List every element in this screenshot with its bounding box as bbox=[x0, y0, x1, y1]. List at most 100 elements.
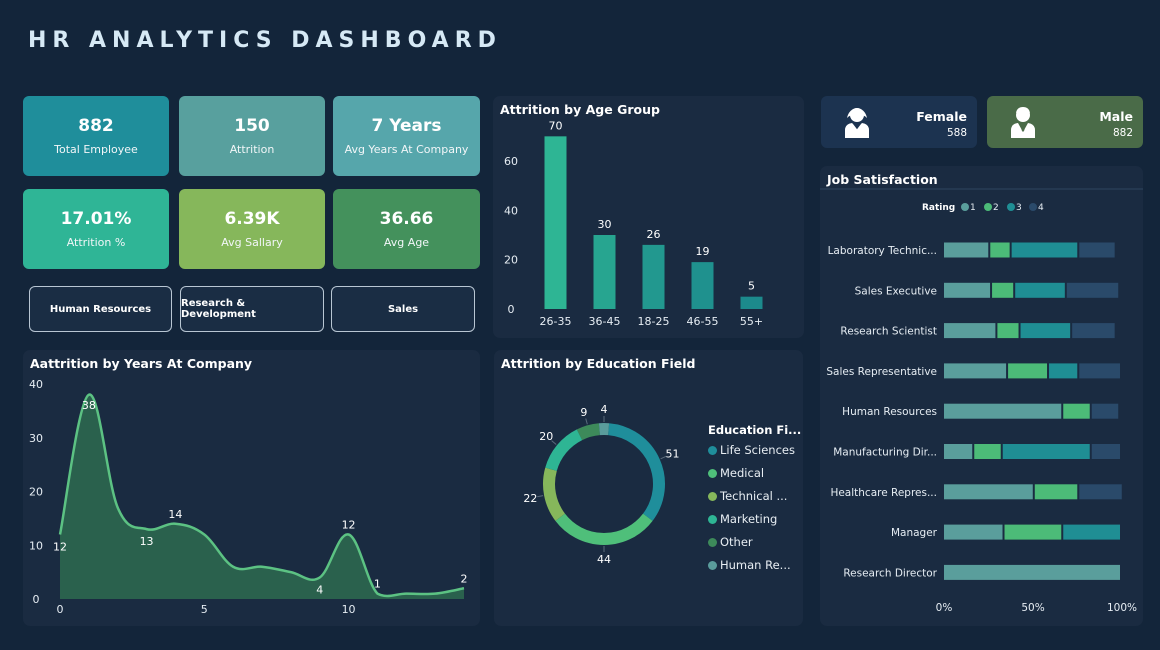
education-legend-item[interactable]: Marketing bbox=[708, 512, 777, 526]
education-legend-title: Education Fi... bbox=[708, 423, 802, 437]
legend-dot-icon bbox=[1007, 203, 1015, 211]
stacked-bar-segment bbox=[1020, 323, 1071, 339]
y-tick-label: 40 bbox=[29, 378, 43, 391]
satisfaction-chart-title: Job Satisfaction bbox=[827, 172, 938, 187]
stacked-bar-segment bbox=[1066, 282, 1119, 298]
category-label: Manager bbox=[891, 527, 938, 539]
education-legend-item[interactable]: Medical bbox=[708, 466, 764, 480]
stacked-bar-segment bbox=[1079, 363, 1120, 379]
legend-label: 4 bbox=[1038, 203, 1044, 213]
category-label: Research Scientist bbox=[840, 326, 937, 338]
dept-button-human-resources[interactable]: Human Resources bbox=[29, 286, 172, 332]
kpi-card-attrition-pct: 17.01% Attrition % bbox=[23, 189, 169, 269]
kpi-card-avg-years: 7 Years Avg Years At Company bbox=[333, 96, 480, 176]
data-label: 22 bbox=[523, 492, 537, 505]
x-tick-label: 55+ bbox=[740, 315, 763, 328]
education-legend-item[interactable]: Life Sciences bbox=[708, 443, 795, 457]
stacked-bar-segment bbox=[1063, 524, 1120, 540]
donut-slice bbox=[543, 467, 566, 521]
series-line bbox=[58, 393, 465, 598]
education-legend-item[interactable]: Other bbox=[708, 535, 753, 549]
y-tick-label: 20 bbox=[29, 486, 43, 499]
kpi-label: Attrition % bbox=[66, 236, 126, 249]
data-label: 38 bbox=[82, 399, 96, 412]
y-tick-label: 0 bbox=[33, 593, 40, 606]
kpi-value: 17.01% bbox=[60, 209, 132, 229]
donut-slice bbox=[607, 423, 665, 521]
stacked-bar-segment bbox=[1034, 484, 1078, 500]
data-label: 19 bbox=[696, 245, 710, 258]
x-tick-label: 100% bbox=[1107, 602, 1137, 614]
kpi-label: Attrition bbox=[229, 143, 275, 156]
legend-dot-icon bbox=[708, 560, 717, 570]
age-chart-title: Attrition by Age Group bbox=[500, 102, 660, 117]
legend-dot-icon bbox=[708, 514, 717, 524]
bar bbox=[740, 296, 763, 309]
legend-title: Rating bbox=[922, 203, 955, 213]
stacked-bar-segment bbox=[1091, 444, 1120, 459]
data-label: 12 bbox=[53, 541, 67, 554]
kpi-value: 7 Years bbox=[371, 116, 442, 136]
kpi-label: Avg Years At Company bbox=[344, 143, 469, 156]
y-tick-label: 60 bbox=[504, 155, 518, 168]
donut-slice bbox=[545, 429, 583, 472]
y-tick-label: 0 bbox=[508, 303, 515, 316]
gender-card-male[interactable]: Male 882 bbox=[987, 96, 1143, 148]
data-label: 12 bbox=[342, 519, 356, 532]
age-chart-panel: Attrition by Age Group 0 20 40 60 70 26-35 30 3… bbox=[493, 96, 804, 338]
legend-dot-icon bbox=[961, 203, 969, 211]
data-label: 5 bbox=[748, 280, 755, 293]
kpi-card-total-employee: 882 Total Employee bbox=[23, 96, 169, 176]
stacked-bar-segment bbox=[974, 444, 1001, 459]
y-tick-label: 40 bbox=[504, 204, 518, 217]
gender-card-female[interactable]: Female 588 bbox=[821, 96, 977, 148]
bar bbox=[691, 262, 714, 309]
stacked-bar-segment bbox=[1091, 403, 1119, 419]
stacked-bar-segment bbox=[1004, 524, 1062, 540]
gender-label: Male bbox=[1099, 109, 1133, 124]
legend-label: Medical bbox=[720, 466, 765, 480]
stacked-bar-segment bbox=[944, 323, 996, 339]
data-label: 26 bbox=[647, 228, 661, 241]
education-legend-item[interactable]: Technical ... bbox=[708, 489, 787, 503]
category-label: Laboratory Technic... bbox=[828, 245, 937, 257]
education-legend-item[interactable]: Human Re... bbox=[708, 558, 791, 572]
category-label: Healthcare Repres... bbox=[830, 487, 937, 499]
kpi-card-avg-salary: 6.39K Avg Sallary bbox=[179, 189, 325, 269]
stacked-bar-segment bbox=[944, 403, 1062, 419]
kpi-label: Avg Sallary bbox=[221, 236, 283, 249]
stacked-bar-segment bbox=[1015, 282, 1065, 298]
gender-label: Female bbox=[916, 109, 967, 124]
bar bbox=[544, 136, 567, 309]
x-tick-label: 5 bbox=[201, 603, 208, 616]
data-label: 70 bbox=[549, 119, 563, 132]
category-label: Manufacturing Dir... bbox=[833, 447, 937, 459]
legend-label: Human Re... bbox=[720, 558, 791, 572]
legend-dot-icon bbox=[984, 203, 992, 211]
bar bbox=[642, 244, 665, 309]
stacked-bar-segment bbox=[944, 564, 1120, 580]
years-chart-title: Aattrition by Years At Company bbox=[30, 356, 253, 371]
data-label: 9 bbox=[580, 406, 587, 419]
stacked-bar-segment bbox=[944, 524, 1003, 540]
stacked-bar-segment bbox=[990, 242, 1010, 258]
x-tick-label: 18-25 bbox=[638, 315, 670, 328]
kpi-label: Total Employee bbox=[54, 143, 138, 156]
leader-line bbox=[660, 455, 667, 460]
leader-line bbox=[537, 495, 544, 498]
x-tick-label: 0% bbox=[936, 602, 953, 614]
data-label: 44 bbox=[597, 553, 611, 566]
stacked-bar-segment bbox=[1049, 363, 1078, 379]
x-tick-label: 46-55 bbox=[687, 315, 719, 328]
x-tick-label: 50% bbox=[1021, 602, 1044, 614]
dept-button-research-development[interactable]: Research & Development bbox=[180, 286, 324, 332]
dept-button-sales[interactable]: Sales bbox=[331, 286, 475, 332]
legend-dot-icon bbox=[708, 537, 717, 547]
age-bar-chart: 0 20 40 60 70 26-35 30 36-45 26 18-25 19 46-55 5 55+ bbox=[504, 119, 763, 328]
data-label: 1 bbox=[374, 578, 381, 591]
education-chart-title: Attrition by Education Field bbox=[501, 356, 696, 371]
legend-label: Life Sciences bbox=[720, 443, 795, 457]
leader-line bbox=[585, 418, 588, 425]
category-label: Research Director bbox=[843, 567, 937, 579]
kpi-value: 6.39K bbox=[224, 209, 280, 229]
